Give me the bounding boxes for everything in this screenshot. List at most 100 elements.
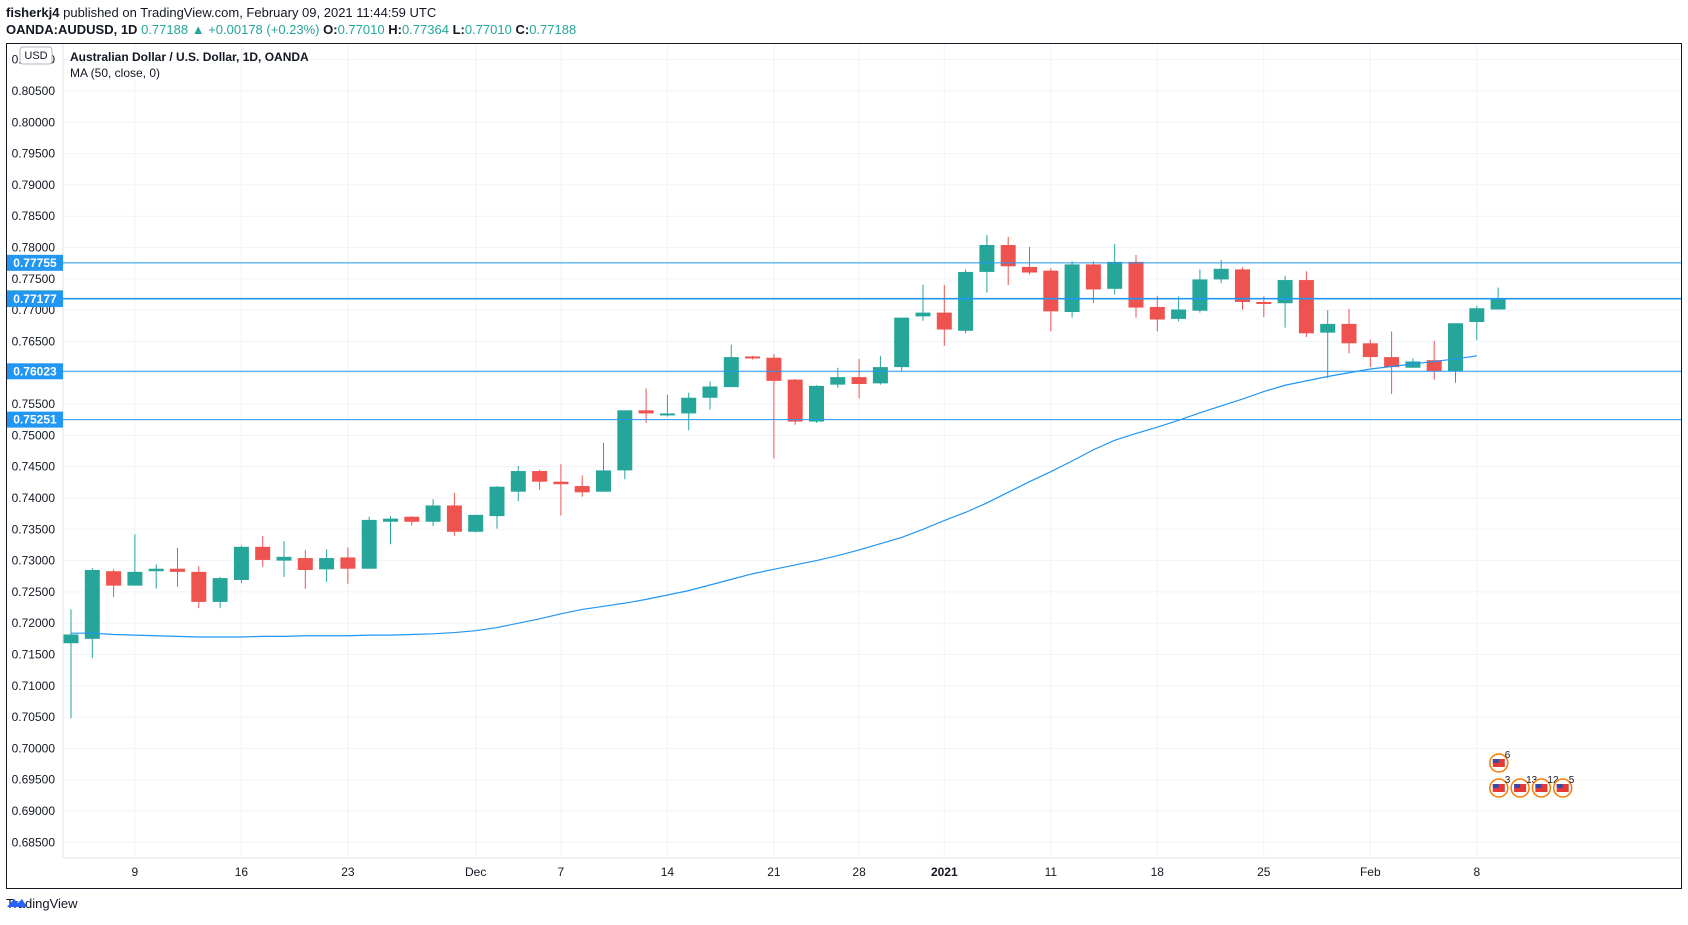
y-tick-label: 0.68500	[12, 835, 56, 849]
candle-body	[1022, 266, 1037, 273]
candle-body	[915, 312, 931, 317]
footer-brand[interactable]: TradingView	[6, 896, 78, 911]
candle-body	[361, 519, 377, 569]
candle-body	[63, 634, 79, 644]
price-line[interactable]: 0.77188	[7, 290, 1681, 307]
candle-body	[1043, 270, 1059, 312]
event-flag-icon[interactable]: 13	[1510, 775, 1538, 798]
high-label: H:	[388, 22, 402, 37]
candle-body	[1426, 360, 1442, 372]
symbol-label: OANDA:AUDUSD, 1D	[6, 22, 138, 37]
x-tick-label: 21	[767, 865, 781, 879]
candle	[63, 609, 79, 719]
candle-body	[489, 486, 505, 517]
candle-body	[510, 471, 526, 492]
economic-events[interactable]: 6 3 13 12 5	[1489, 750, 1575, 798]
price-change: +0.00178 (+0.23%)	[208, 22, 320, 37]
y-tick-label: 0.70500	[12, 710, 56, 724]
published-text: published on TradingView.com, February 0…	[63, 5, 437, 20]
candle-body	[446, 505, 462, 532]
candle-body	[127, 571, 143, 586]
event-flag-icon[interactable]: 3	[1489, 775, 1511, 798]
price-line[interactable]: 0.77755	[7, 254, 1681, 271]
candle	[1298, 271, 1314, 338]
y-tick-label: 0.69000	[12, 804, 56, 818]
candle	[659, 394, 675, 417]
publish-header: fisherkj4 published on TradingView.com, …	[6, 4, 436, 21]
candle-body	[1171, 309, 1187, 319]
y-tick-label: 0.72000	[12, 616, 56, 630]
event-flag-icon[interactable]: 6	[1489, 750, 1511, 773]
candle	[361, 516, 377, 569]
y-tick-label: 0.75500	[12, 397, 56, 411]
close-label: C:	[515, 22, 530, 37]
candle	[340, 547, 356, 584]
candle	[1171, 296, 1187, 322]
open-value: 0.77010	[337, 22, 385, 37]
candle-body	[894, 317, 910, 368]
currency-badge[interactable]: USD	[19, 46, 53, 65]
candle	[1192, 269, 1208, 313]
event-flag-icon[interactable]: 5	[1552, 775, 1575, 798]
y-tick-label: 0.71000	[12, 679, 56, 693]
y-tick-label: 0.77500	[12, 272, 56, 286]
candle-body	[1298, 280, 1314, 334]
candle	[894, 317, 910, 371]
candle-body	[1405, 361, 1421, 368]
x-axis-labels: 9 16 23 Dec 7 14 21 28 2021 11 18 25 Feb 8	[132, 865, 1481, 879]
candle	[596, 442, 611, 492]
candle	[1469, 305, 1485, 341]
candle	[446, 492, 462, 536]
candle-body	[766, 357, 782, 381]
y-tick-label: 0.79500	[12, 147, 56, 161]
low-value: 0.77010	[464, 22, 512, 37]
candle-body	[233, 546, 249, 580]
high-value: 0.77364	[401, 22, 449, 37]
candle	[702, 381, 718, 410]
price-line[interactable]: 0.77177	[7, 291, 1681, 308]
x-tick-label: 11	[1045, 865, 1058, 879]
change-up-icon: ▲	[191, 22, 205, 37]
candle-body	[170, 568, 185, 572]
candle-body	[84, 569, 100, 639]
price-line[interactable]: 0.75251	[7, 411, 1681, 428]
candle	[383, 516, 398, 545]
event-count: 6	[1505, 750, 1511, 761]
price-line[interactable]: 0.76023	[7, 363, 1681, 380]
candle	[1256, 296, 1272, 318]
x-tick-label: 9	[132, 865, 139, 879]
x-tick-label: 8	[1473, 865, 1480, 879]
price-line-label: 0.77177	[13, 292, 57, 306]
low-label: L:	[452, 22, 465, 37]
candle	[425, 499, 441, 527]
candle-body	[809, 385, 824, 422]
candle	[1448, 323, 1463, 383]
y-tick-label: 0.74000	[12, 491, 56, 505]
quote-line: OANDA:AUDUSD, 1D 0.77188 ▲ +0.00178 (+0.…	[6, 21, 576, 38]
candle-body	[659, 413, 675, 416]
y-axis-labels: 0.810000.805000.800000.795000.790000.785…	[12, 53, 56, 850]
candle	[468, 514, 484, 533]
candle	[532, 469, 548, 490]
author-name[interactable]: fisherkj4	[6, 5, 60, 20]
candle-body	[1320, 323, 1336, 333]
candle-body	[745, 356, 761, 359]
candlestick-chart[interactable]: 0.810000.805000.800000.795000.790000.785…	[7, 44, 1681, 888]
tradingview-logo-icon	[7, 899, 27, 907]
candle	[809, 385, 824, 423]
candle-body	[574, 486, 590, 493]
chart-frame[interactable]: 0.810000.805000.800000.795000.790000.785…	[6, 43, 1682, 889]
currency-badge-label: USD	[24, 50, 47, 62]
candle-body	[425, 505, 441, 522]
candle	[958, 269, 974, 334]
candle-body	[1000, 244, 1016, 267]
candle	[297, 549, 313, 589]
y-tick-label: 0.75000	[12, 428, 56, 442]
event-flag-canton	[1514, 784, 1521, 788]
event-flag-icon[interactable]: 12	[1531, 775, 1559, 798]
candle	[1277, 275, 1293, 328]
ma-legend[interactable]: MA (50, close, 0)	[70, 66, 160, 80]
open-label: O:	[323, 22, 338, 37]
chart-title: Australian Dollar / U.S. Dollar, 1D, OAN…	[70, 50, 309, 64]
